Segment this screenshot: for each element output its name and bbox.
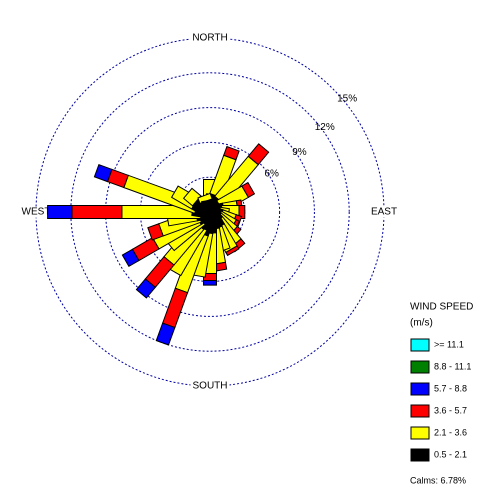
- compass-label: EAST: [371, 207, 397, 218]
- compass-label-bg: [190, 380, 230, 392]
- wind-bar-segment: [201, 198, 217, 214]
- radial-tick-label: 15%: [337, 94, 357, 105]
- legend-title: WIND SPEED: [410, 302, 473, 313]
- wind-bar-segment: [161, 287, 189, 329]
- legend-label: 5.7 - 8.8: [434, 383, 467, 393]
- legend-unit: (m/s): [410, 318, 433, 329]
- legend-label: 0.5 - 2.1: [434, 449, 467, 459]
- compass-label-bg: [19, 206, 53, 218]
- legend-swatch: [410, 404, 430, 418]
- wind-bar-segment: [47, 205, 73, 219]
- legend-swatch: [410, 426, 430, 440]
- legend-swatch: [410, 338, 430, 352]
- calms-label: Calms: 6.78%: [410, 475, 466, 485]
- legend-label: 8.8 - 11.1: [434, 361, 471, 371]
- radial-tick-label: 6%: [265, 169, 280, 180]
- legend-label: 2.1 - 3.6: [434, 427, 467, 437]
- legend-swatch: [410, 360, 430, 374]
- compass-label: WEST: [22, 207, 51, 218]
- compass-label-bg: [368, 206, 400, 218]
- radial-tick-label: 9%: [292, 147, 307, 158]
- wind-bar-segment: [203, 279, 217, 286]
- radial-tick-label: 12%: [315, 122, 335, 133]
- wind-bar-segment: [71, 205, 123, 219]
- legend-label: 3.6 - 5.7: [434, 405, 467, 415]
- grid-ring: [105, 107, 315, 317]
- wind-bar-segment: [238, 205, 246, 219]
- compass-label: SOUTH: [193, 381, 228, 392]
- legend-swatch: [410, 382, 430, 396]
- compass-label: NORTH: [192, 33, 227, 44]
- compass-label-bg: [190, 32, 230, 44]
- legend-label: >= 11.1: [434, 339, 464, 349]
- wind-bar-segment: [155, 322, 176, 346]
- legend-swatch: [410, 448, 430, 462]
